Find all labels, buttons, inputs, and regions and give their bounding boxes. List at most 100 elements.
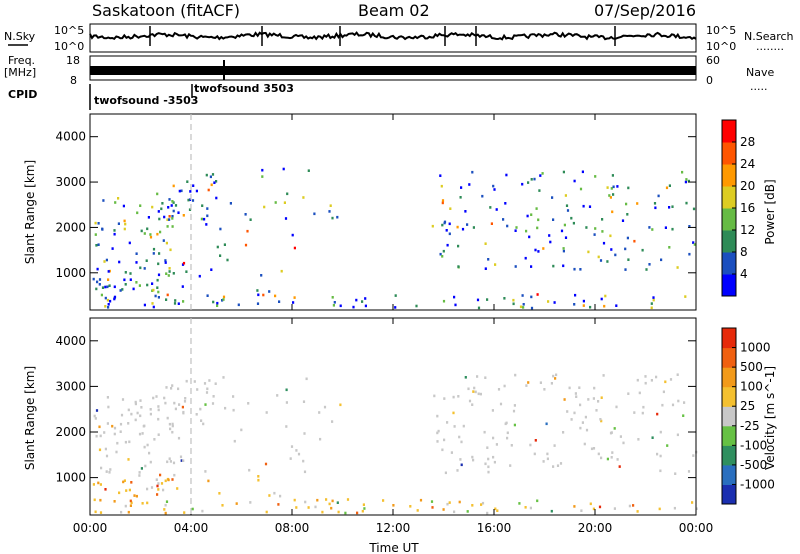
echo-cell (240, 428, 243, 432)
y-tick-label: 4000 (55, 130, 86, 144)
echo-cell (124, 222, 127, 226)
echo-cell (477, 306, 481, 310)
echo-cell (165, 241, 168, 245)
echo-cell (200, 217, 203, 221)
echo-cell (129, 504, 132, 507)
echo-cell (167, 478, 170, 482)
echo-cell (118, 260, 121, 264)
echo-cell (514, 229, 517, 232)
colorbar-swatch (722, 208, 736, 231)
echo-cell (244, 243, 248, 247)
echo-cell (260, 274, 263, 277)
echo-cell (140, 406, 143, 409)
echo-cell (286, 192, 289, 196)
echo-cell (487, 457, 490, 461)
echo-cell (457, 244, 460, 248)
echo-cell (169, 248, 172, 252)
echo-cell (550, 509, 553, 513)
echo-cell (504, 202, 507, 205)
echo-cell (524, 256, 527, 260)
echo-cell (481, 501, 485, 505)
power-heatmap (92, 167, 696, 310)
echo-cell (152, 305, 155, 309)
echo-cell (273, 491, 276, 495)
echo-cell (211, 402, 215, 405)
echo-cell (235, 502, 238, 505)
echo-cell (453, 295, 456, 299)
echo-cell (545, 422, 548, 426)
echo-cell (536, 226, 539, 230)
echo-cell (493, 460, 496, 464)
colorbar-swatch (722, 164, 736, 187)
echo-cell (121, 398, 125, 401)
echo-cell (534, 439, 537, 442)
echo-cell (444, 471, 447, 475)
echo-cell (135, 281, 138, 284)
echo-cell (552, 218, 555, 221)
echo-cell (157, 417, 160, 421)
echo-cell (289, 457, 292, 460)
echo-cell (122, 480, 125, 484)
echo-cell (458, 500, 461, 504)
x-tick-label: 16:00 (477, 521, 512, 535)
echo-cell (215, 196, 218, 200)
echo-cell (671, 403, 675, 407)
colorbar-tick-label: -500 (740, 458, 767, 472)
echo-cell (587, 250, 590, 254)
colorbar-tick-label: 12 (740, 223, 755, 237)
echo-cell (526, 214, 529, 218)
echo-cell (160, 207, 163, 211)
echo-cell (570, 216, 573, 220)
colorbar-swatch (722, 186, 736, 209)
echo-cell (177, 211, 180, 214)
echo-cell (205, 391, 209, 394)
echo-cell (472, 390, 475, 393)
echo-cell (195, 413, 198, 416)
echo-cell (614, 253, 617, 257)
echo-cell (146, 487, 149, 491)
echo-cell (313, 212, 316, 216)
echo-cell (361, 300, 364, 303)
echo-cell (256, 302, 260, 305)
echo-cell (527, 181, 530, 184)
echo-cell (181, 405, 184, 409)
echo-cell (610, 456, 613, 459)
echo-cell (608, 194, 611, 197)
echo-cell (302, 400, 306, 403)
echo-cell (156, 232, 159, 236)
echo-cell (461, 227, 465, 231)
echo-cell (124, 440, 127, 444)
echo-cell (159, 473, 162, 477)
echo-cell (262, 293, 265, 297)
echo-cell (129, 278, 132, 281)
colorbar-tick-label: 500 (740, 360, 763, 374)
echo-cell (164, 479, 167, 483)
echo-cell (172, 272, 175, 275)
echo-cell (95, 409, 99, 412)
echo-cell (304, 500, 307, 504)
echo-cell (119, 430, 122, 433)
echo-cell (445, 229, 448, 232)
echo-cell (99, 511, 103, 514)
echo-cell (129, 272, 132, 275)
velocity-colorbar: 1000 500 100 25 -25 -100 -500 -1000 (721, 327, 775, 505)
echo-cell (579, 426, 582, 430)
echo-cell (439, 174, 442, 177)
echo-cell (178, 403, 181, 406)
echo-cell (156, 484, 159, 488)
freq-tick-high: 18 (66, 54, 80, 67)
echo-cell (182, 410, 185, 414)
echo-cell (644, 375, 647, 378)
echo-cell (538, 189, 541, 192)
echo-cell (619, 435, 622, 438)
echo-cell (278, 300, 281, 303)
echo-cell (97, 243, 100, 246)
echo-cell (582, 299, 585, 303)
echo-cell (167, 274, 170, 277)
echo-cell (339, 403, 342, 407)
echo-cell (97, 481, 100, 485)
echo-cell (172, 184, 175, 188)
echo-cell (257, 475, 260, 478)
echo-cell (665, 186, 669, 190)
